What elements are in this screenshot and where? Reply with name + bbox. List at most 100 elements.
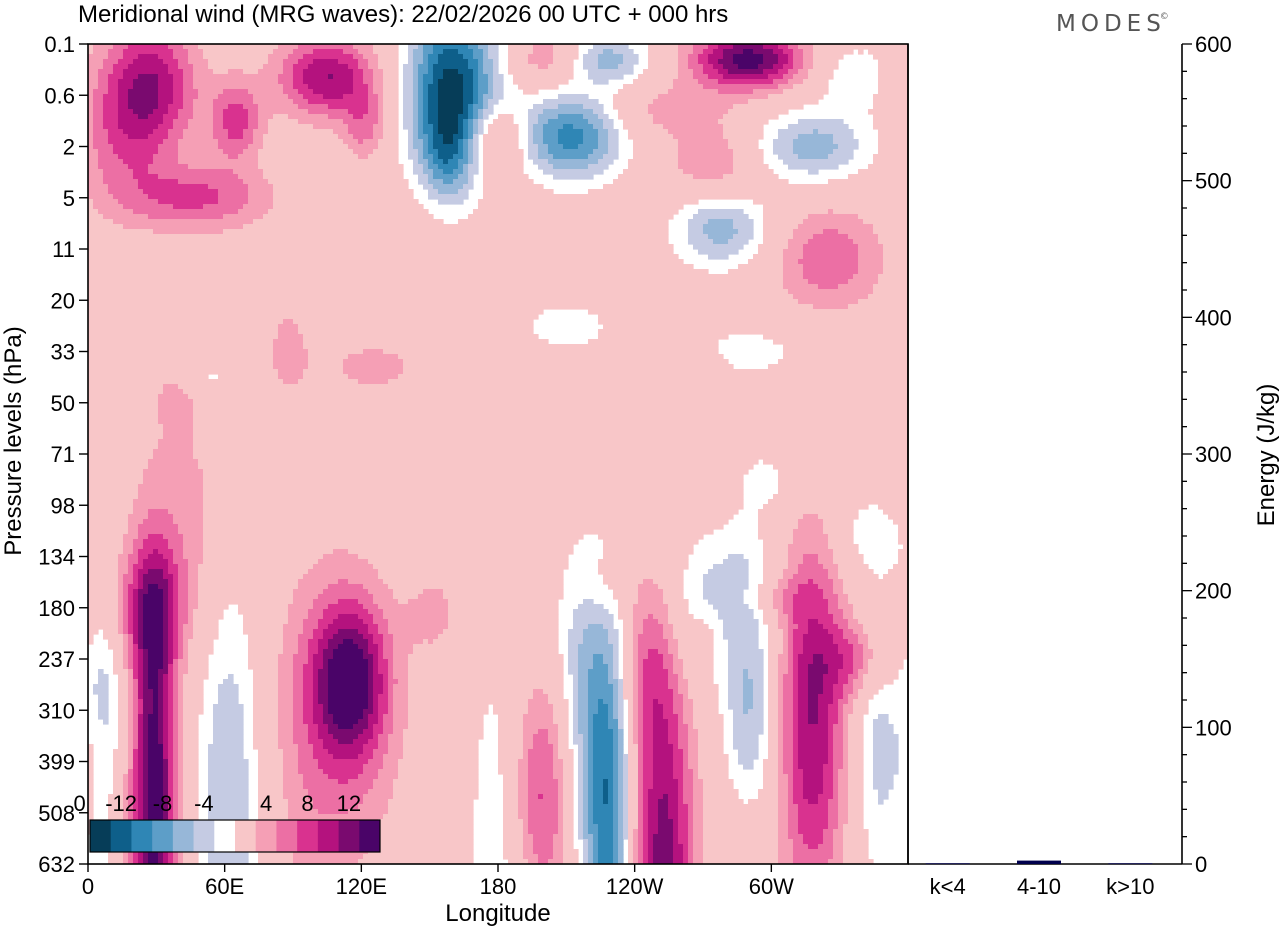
heatmap-cell bbox=[258, 114, 274, 120]
heatmap-cell bbox=[818, 794, 834, 800]
heatmap-cell bbox=[88, 744, 94, 750]
heatmap-cell bbox=[863, 684, 884, 690]
heatmap-cell bbox=[163, 684, 169, 690]
heatmap-cell bbox=[433, 129, 439, 135]
heatmap-cell bbox=[328, 724, 339, 730]
heatmap-cell bbox=[253, 739, 279, 745]
heatmap-cell bbox=[88, 514, 129, 520]
heatmap-cell bbox=[873, 764, 899, 770]
heatmap-cell bbox=[433, 184, 464, 190]
heatmap-cell bbox=[643, 744, 654, 750]
heatmap-cell bbox=[378, 694, 389, 700]
heatmap-cell bbox=[678, 654, 714, 660]
heatmap-cell bbox=[383, 84, 399, 90]
heatmap-cell bbox=[158, 729, 164, 735]
heatmap-cell bbox=[333, 654, 364, 660]
heatmap-cell bbox=[503, 844, 524, 850]
heatmap-cell bbox=[98, 714, 109, 720]
heatmap-cell bbox=[133, 599, 139, 605]
heatmap-cell bbox=[593, 719, 609, 725]
heatmap-cell bbox=[688, 824, 694, 830]
heatmap-cell bbox=[403, 69, 414, 75]
heatmap-cell bbox=[143, 764, 149, 770]
heatmap-cell bbox=[188, 609, 194, 615]
heatmap-cell bbox=[798, 654, 814, 660]
heatmap-cell bbox=[613, 829, 619, 835]
heatmap-cell bbox=[493, 94, 504, 100]
heatmap-cell bbox=[683, 769, 694, 775]
heatmap-cell bbox=[793, 74, 809, 80]
heatmap-cell bbox=[88, 139, 94, 145]
heatmap-cell bbox=[383, 69, 399, 75]
heatmap-cell bbox=[508, 59, 529, 65]
heatmap-cell bbox=[88, 264, 694, 270]
y-tick-label: 11 bbox=[52, 237, 75, 262]
heatmap-cell bbox=[818, 559, 834, 565]
y-tick-label: 98 bbox=[51, 493, 75, 518]
heatmap-cell bbox=[138, 709, 144, 715]
heatmap-cell bbox=[88, 79, 99, 85]
heatmap-cell bbox=[188, 584, 199, 590]
heatmap-cell bbox=[608, 144, 619, 150]
heatmap-cell bbox=[518, 804, 529, 810]
heatmap-cell bbox=[778, 614, 789, 620]
heatmap-cell bbox=[278, 324, 299, 330]
heatmap-cell bbox=[473, 54, 484, 60]
heatmap-cell bbox=[423, 184, 434, 190]
heatmap-cell bbox=[268, 59, 284, 65]
heatmap-cell bbox=[678, 674, 684, 680]
heatmap-cell bbox=[148, 789, 164, 795]
heatmap-cell bbox=[663, 714, 679, 720]
heatmap-cell bbox=[608, 669, 614, 675]
heatmap-cell bbox=[793, 699, 799, 705]
heatmap-cell bbox=[178, 669, 189, 675]
heatmap-cell bbox=[98, 669, 104, 675]
heatmap-cell bbox=[603, 184, 908, 190]
heatmap-cell bbox=[253, 699, 279, 705]
heatmap-cell bbox=[203, 494, 744, 500]
heatmap-cell bbox=[608, 674, 614, 680]
heatmap-cell bbox=[428, 149, 439, 155]
heatmap-cell bbox=[253, 674, 279, 680]
heatmap-cell bbox=[838, 774, 849, 780]
heatmap-cell bbox=[178, 384, 908, 390]
heatmap-cell bbox=[668, 674, 679, 680]
heatmap-cell bbox=[808, 684, 824, 690]
heatmap-cell bbox=[88, 794, 94, 800]
heatmap-cell bbox=[673, 859, 684, 864]
heatmap-cell bbox=[613, 659, 619, 665]
heatmap-cell bbox=[558, 744, 569, 750]
heatmap-cell bbox=[608, 714, 614, 720]
heatmap-cell bbox=[213, 114, 224, 120]
heatmap-cell bbox=[128, 104, 159, 110]
heatmap-cell bbox=[638, 784, 644, 790]
heatmap-cell bbox=[818, 704, 829, 710]
heatmap-cell bbox=[308, 109, 349, 115]
heatmap-cell bbox=[168, 659, 174, 665]
heatmap-cell bbox=[298, 104, 329, 110]
heatmap-cell bbox=[468, 169, 479, 175]
heatmap-cell bbox=[838, 709, 844, 715]
heatmap-cell bbox=[598, 849, 614, 855]
heatmap-cell bbox=[618, 739, 624, 745]
heatmap-cell bbox=[628, 799, 639, 805]
heatmap-cell bbox=[173, 674, 179, 680]
heatmap-cell bbox=[118, 709, 129, 715]
heatmap-cell bbox=[483, 134, 519, 140]
heatmap-cell bbox=[833, 584, 844, 590]
heatmap-cell bbox=[403, 99, 414, 105]
heatmap-cell bbox=[168, 704, 174, 710]
heatmap-cell bbox=[188, 164, 259, 170]
heatmap-cell bbox=[113, 789, 124, 795]
heatmap-cell bbox=[128, 699, 134, 705]
heatmap-cell bbox=[798, 804, 829, 810]
heatmap-cell bbox=[628, 159, 679, 165]
heatmap-cell bbox=[168, 694, 174, 700]
heatmap-cell bbox=[763, 569, 784, 575]
heatmap-cell bbox=[613, 594, 639, 600]
heatmap-cell bbox=[218, 199, 249, 205]
heatmap-cell bbox=[523, 714, 554, 720]
heatmap-cell bbox=[253, 714, 279, 720]
heatmap-cell bbox=[753, 679, 764, 685]
heatmap-cell bbox=[148, 764, 164, 770]
